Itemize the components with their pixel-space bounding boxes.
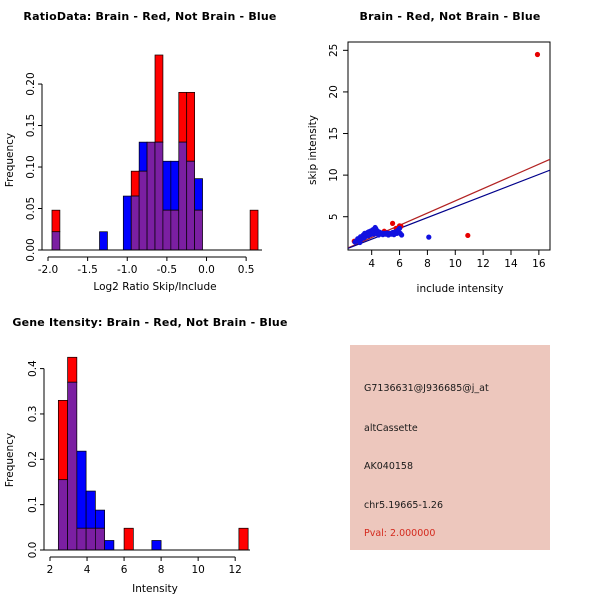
svg-text:8: 8 [424, 258, 431, 270]
svg-text:12: 12 [228, 564, 241, 576]
ratio-histogram-bars [51, 54, 259, 251]
scatter-svg: 5 10 15 20 25 4 6 8 10 12 14 16 skip intensity incl… [307, 41, 551, 295]
svg-text:0.1: 0.1 [27, 496, 39, 513]
svg-text:4: 4 [368, 258, 375, 270]
scatter-points [351, 51, 541, 246]
scatter-title: Brain - Red, Not Brain - Blue [359, 10, 541, 23]
scatter-y-axis-label: skip intensity [307, 115, 319, 185]
svg-text:0.05: 0.05 [25, 197, 37, 220]
svg-text:0.5: 0.5 [238, 264, 255, 276]
panel-intensity-scatter: Brain - Red, Not Brain - Blue 5 10 15 20 25 4… [300, 0, 600, 300]
svg-text:0.4: 0.4 [27, 360, 39, 377]
svg-text:-1.0: -1.0 [117, 264, 138, 276]
svg-text:-1.5: -1.5 [77, 264, 98, 276]
svg-text:15: 15 [328, 127, 340, 140]
svg-text:6: 6 [121, 564, 128, 576]
svg-text:2: 2 [47, 564, 54, 576]
ratio-histogram-axes: 0.00 0.05 0.10 0.15 0.20 -2.0 -1.5 -1.0 -0.5 0.0 0… [25, 72, 262, 276]
svg-text:10: 10 [328, 168, 340, 181]
gene-info-box: G7136631@J936685@j_at altCassette AK0401… [350, 345, 550, 550]
gene-histogram-title: Gene Itensity: Brain - Red, Not Brain - … [12, 316, 288, 329]
svg-text:14: 14 [504, 258, 518, 270]
svg-text:6: 6 [396, 258, 403, 270]
svg-text:4: 4 [84, 564, 91, 576]
svg-text:0.20: 0.20 [25, 72, 37, 95]
ratio-x-axis-label: Log2 Ratio Skip/Include [93, 281, 216, 293]
svg-text:0.15: 0.15 [25, 114, 37, 137]
scatter-axes: 5 10 15 20 25 4 6 8 10 12 14 16 [328, 44, 546, 270]
panel-gene-intensity-histogram: Gene Itensity: Brain - Red, Not Brain - … [0, 300, 300, 600]
svg-text:12: 12 [476, 258, 489, 270]
gene-y-axis-label: Frequency [4, 433, 16, 487]
svg-text:5: 5 [328, 213, 340, 220]
info-locus: chr5.19665-1.26 [364, 500, 444, 511]
scatter-x-axis-label: include intensity [417, 283, 504, 295]
panel-gene-info: G7136631@J936685@j_at altCassette AK0401… [300, 300, 600, 600]
info-event-type: altCassette [364, 423, 418, 434]
svg-text:-0.5: -0.5 [157, 264, 178, 276]
svg-text:8: 8 [158, 564, 165, 576]
svg-text:0.10: 0.10 [25, 155, 37, 178]
gene-x-axis-label: Intensity [132, 583, 178, 595]
scatter-plot-frame [347, 41, 551, 251]
svg-text:25: 25 [328, 44, 340, 57]
ratio-histogram-svg: 0.00 0.05 0.10 0.15 0.20 -2.0 -1.5 -1.0 -0.5 0.0 0… [4, 54, 262, 293]
svg-text:16: 16 [532, 258, 546, 270]
svg-text:-2.0: -2.0 [38, 264, 59, 276]
svg-text:10: 10 [191, 564, 204, 576]
gene-histogram-svg: 0.0 0.1 0.2 0.3 0.4 2 4 6 8 10 12 Frequency Intens… [4, 356, 250, 595]
info-accession: AK040158 [364, 461, 413, 472]
gene-histogram-axes: 0.0 0.1 0.2 0.3 0.4 2 4 6 8 10 12 [27, 360, 250, 576]
svg-text:0.0: 0.0 [27, 542, 39, 559]
svg-text:0.00: 0.00 [25, 238, 37, 261]
gene-histogram-bars [57, 356, 249, 551]
svg-text:10: 10 [449, 258, 462, 270]
info-pval: Pval: 2.000000 [364, 528, 436, 539]
svg-text:0.0: 0.0 [198, 264, 215, 276]
svg-text:20: 20 [328, 85, 340, 98]
info-probe-id: G7136631@J936685@j_at [364, 383, 489, 394]
ratio-histogram-title: RatioData: Brain - Red, Not Brain - Blue [23, 10, 277, 23]
svg-text:0.3: 0.3 [27, 406, 39, 423]
svg-text:0.2: 0.2 [27, 451, 39, 468]
ratio-y-axis-label: Frequency [4, 133, 16, 187]
panel-ratio-histogram: RatioData: Brain - Red, Not Brain - Blue… [0, 0, 300, 300]
